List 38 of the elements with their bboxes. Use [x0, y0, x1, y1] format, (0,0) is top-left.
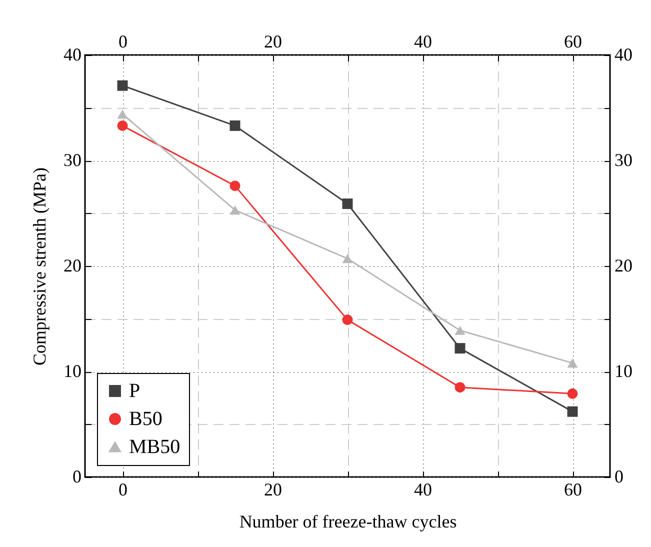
point	[230, 206, 240, 215]
point	[230, 180, 240, 192]
point	[567, 406, 578, 417]
y2-tick-label: 40	[614, 44, 632, 64]
y-tick-label: 10	[64, 361, 82, 381]
point	[342, 198, 353, 209]
x-axis-title: Number of freeze-thaw cycles	[239, 512, 457, 532]
legend-label: B50	[129, 408, 162, 430]
point	[454, 382, 466, 393]
legend-label: MB50	[129, 436, 180, 458]
x-tick-label: 0	[118, 480, 128, 500]
point	[342, 314, 353, 326]
y-tick-label: 0	[72, 466, 82, 486]
point	[117, 80, 128, 91]
point	[454, 326, 466, 335]
y-axis-title: Compressive strenth (MPa)	[30, 168, 50, 366]
point	[117, 120, 128, 131]
legend-label: P	[129, 380, 140, 402]
y-tick-label: 30	[64, 150, 82, 170]
y-tick-label: 20	[64, 256, 82, 276]
y2-tick-label: 0	[614, 466, 624, 486]
x2-tick-label: 0	[118, 32, 128, 52]
y-tick-label: 40	[64, 44, 82, 64]
y2-tick-label: 20	[614, 256, 632, 276]
x2-tick-label: 40	[414, 32, 432, 52]
x2-tick-label: 20	[264, 32, 282, 52]
y2-tick-label: 10	[614, 361, 632, 381]
point	[567, 388, 578, 399]
x-tick-label: 60	[564, 480, 582, 500]
point	[117, 110, 128, 119]
x-tick-label: 20	[264, 480, 282, 500]
point	[230, 120, 240, 131]
y2-tick-label: 30	[614, 150, 632, 170]
x2-tick-label: 60	[564, 32, 582, 52]
point	[567, 358, 578, 368]
point	[342, 254, 353, 264]
x-tick-label: 40	[414, 480, 432, 500]
point	[454, 343, 466, 354]
